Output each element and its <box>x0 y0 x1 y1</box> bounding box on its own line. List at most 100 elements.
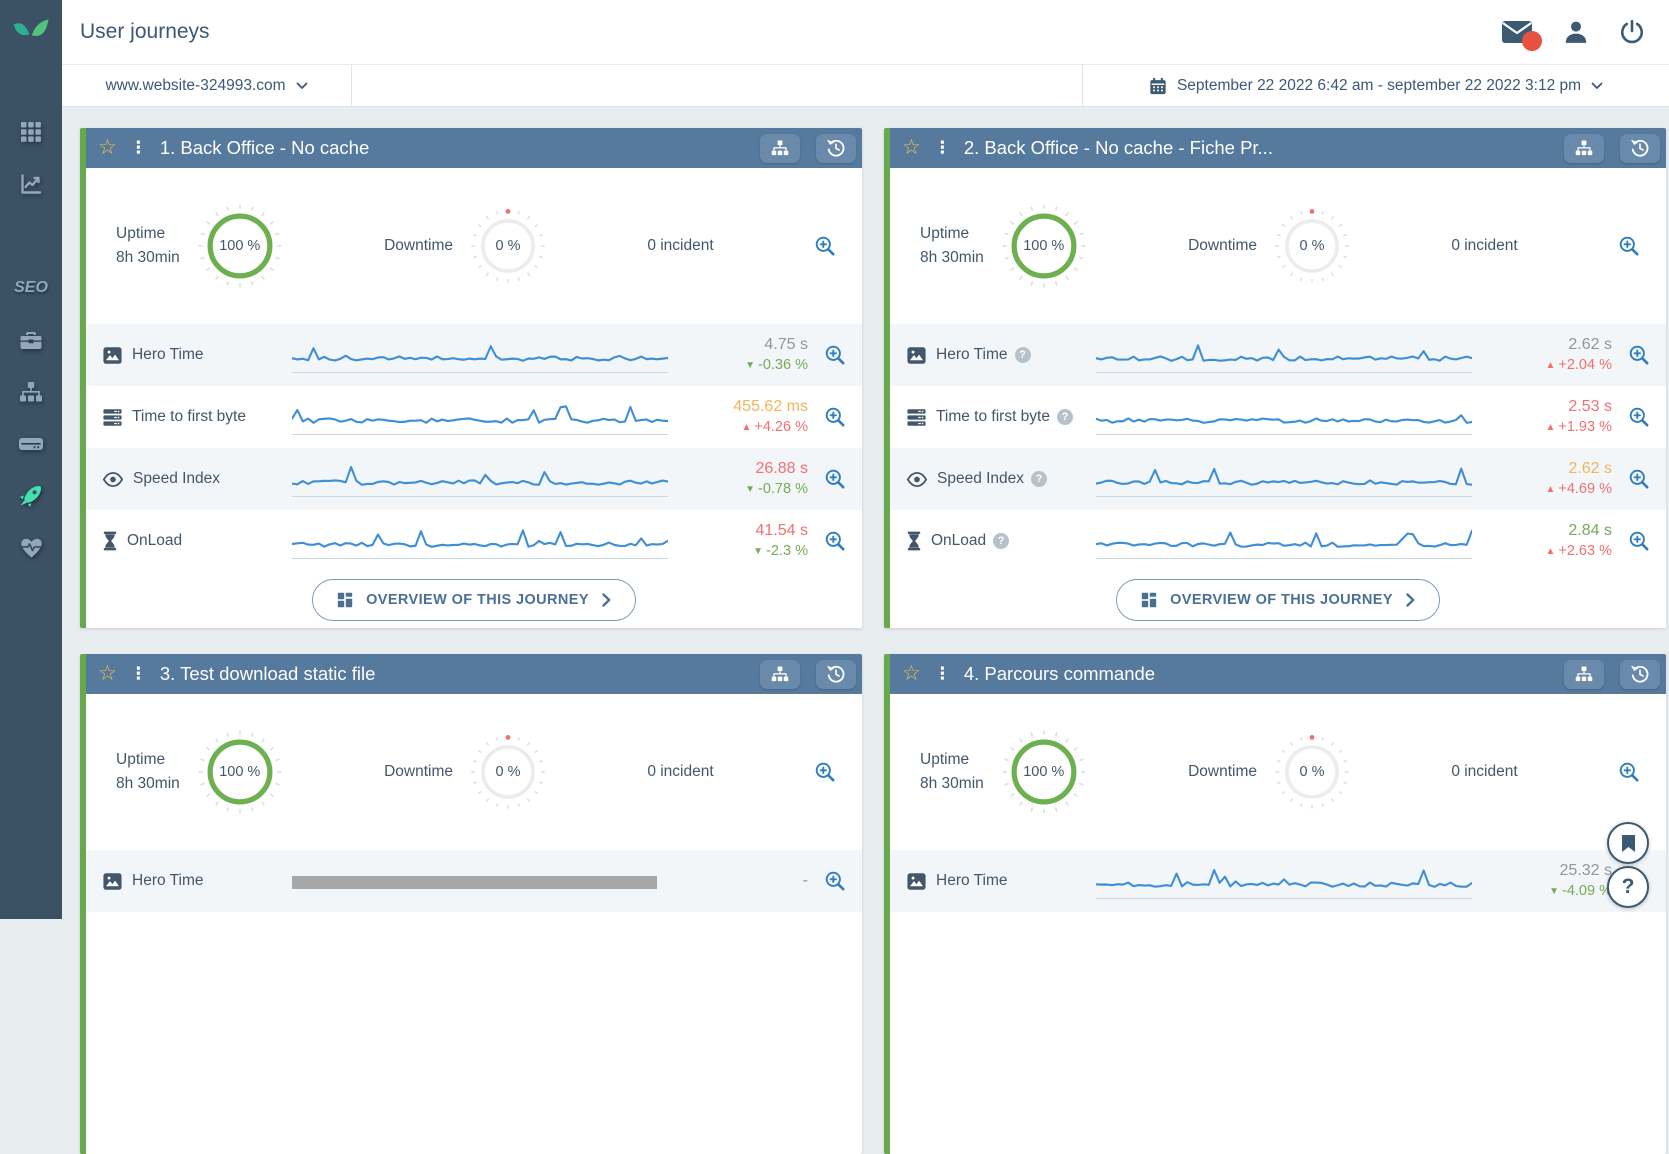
website-selector[interactable]: www.website-324993.com <box>62 65 352 106</box>
metric-label: OnLoad ? <box>906 531 1096 551</box>
kebab-menu-icon[interactable]: ⋮ <box>129 664 147 683</box>
journey-card: ☆ ⋮ 2. Back Office - No cache - Fiche Pr… <box>884 128 1666 628</box>
downtime-block: Downtime 0 % <box>1188 733 1351 811</box>
journey-history-button[interactable] <box>816 659 856 689</box>
metric-name: Hero Time <box>132 346 204 363</box>
journey-history-button[interactable] <box>1620 659 1660 689</box>
zoom-in-icon[interactable] <box>1618 235 1640 257</box>
metric-row: Hero Time ? 2.62 s ▲ +2.04 % <box>890 324 1666 386</box>
journey-history-button[interactable] <box>1620 133 1660 163</box>
help-tooltip-icon[interactable]: ? <box>1014 347 1031 363</box>
sidebar-item-health[interactable] <box>0 522 62 574</box>
help-tooltip-icon[interactable]: ? <box>1056 409 1073 425</box>
metric-delta: ▲ +2.63 % <box>1480 543 1612 560</box>
zoom-in-icon[interactable] <box>1628 406 1650 428</box>
zoom-in-icon[interactable] <box>1628 468 1650 490</box>
rocket-icon <box>20 486 41 507</box>
metric-label: Speed Index <box>102 470 292 488</box>
downtime-block: Downtime 0 % <box>384 733 547 811</box>
kebab-menu-icon[interactable]: ⋮ <box>129 138 147 157</box>
help-button[interactable]: ? <box>1607 866 1649 908</box>
zoom-in-icon[interactable] <box>814 761 836 783</box>
uptime-gauge: 100 % <box>196 728 284 816</box>
sidebar-item-pages[interactable] <box>0 366 62 418</box>
uptime-gauge: 100 % <box>196 202 284 290</box>
sidebar-item-seo[interactable]: SEO <box>0 262 62 314</box>
zoom-in-icon[interactable] <box>824 406 846 428</box>
metric-value-block: 41.54 s ▼ -2.3 % <box>676 521 808 561</box>
power-icon <box>1620 19 1644 44</box>
app-logo[interactable] <box>0 0 62 64</box>
zoom-in-icon[interactable] <box>824 344 846 366</box>
metric-delta: ▼ -0.78 % <box>676 481 808 498</box>
metric-name: Time to first byte <box>132 408 246 425</box>
date-range-selector[interactable]: September 22 2022 6:42 am - september 22… <box>1082 65 1669 106</box>
journey-steps-button[interactable] <box>1564 659 1604 689</box>
image-icon <box>102 346 123 365</box>
metric-value: 2.62 s <box>1568 336 1612 354</box>
kebab-menu-icon[interactable]: ⋮ <box>933 664 951 683</box>
availability-summary: Uptime 8h 30min 100 % Downtime 0 % 0 inc… <box>86 694 862 850</box>
zoom-in-icon[interactable] <box>824 870 846 892</box>
logout-button[interactable] <box>1619 19 1645 45</box>
metric-delta: ▲ +4.69 % <box>1480 481 1612 498</box>
chevron-right-icon <box>602 593 611 607</box>
uptime-gauge: 100 % <box>1000 728 1088 816</box>
zoom-in-icon[interactable] <box>1618 761 1640 783</box>
favorite-star-icon[interactable]: ☆ <box>98 661 117 685</box>
downtime-label: Downtime <box>384 762 453 780</box>
overview-of-this-journey-button[interactable]: OVERVIEW OF THIS JOURNEY <box>312 579 636 621</box>
help-button-label: ? <box>1621 875 1635 898</box>
favorite-star-icon[interactable]: ☆ <box>902 135 921 159</box>
downtime-label: Downtime <box>384 236 453 254</box>
metric-value: 4.75 s <box>764 336 808 354</box>
journey-card-body: Uptime 8h 30min 100 % Downtime 0 % 0 inc… <box>890 694 1666 912</box>
metric-value-block: 4.75 s ▼ -0.36 % <box>676 335 808 375</box>
sidebar-item-tools[interactable] <box>0 314 62 366</box>
delta-arrow-icon: ▲ <box>1545 484 1556 496</box>
bookmark-button[interactable] <box>1607 822 1649 864</box>
sidebar-item-analytics[interactable] <box>0 158 62 210</box>
journey-card: ☆ ⋮ 1. Back Office - No cache <box>80 128 862 628</box>
zoom-in-icon[interactable] <box>814 235 836 257</box>
sidebar-item-dashboard[interactable] <box>0 106 62 158</box>
help-tooltip-icon[interactable]: ? <box>993 533 1010 549</box>
account-button[interactable] <box>1563 19 1589 45</box>
journey-steps-button[interactable] <box>760 659 800 689</box>
journey-steps-button[interactable] <box>760 133 800 163</box>
downtime-gauge: 0 % <box>469 733 547 811</box>
incident-count: 0 incident <box>647 763 714 780</box>
metric-value-block: 2.62 s ▲ +4.69 % <box>1480 459 1612 499</box>
journey-card-header: ☆ ⋮ 2. Back Office - No cache - Fiche Pr… <box>890 128 1666 168</box>
metric-sparkline <box>1096 461 1472 497</box>
heartbeat-icon <box>20 538 42 558</box>
favorite-star-icon[interactable]: ☆ <box>902 661 921 685</box>
leaf-logo-icon <box>13 19 49 37</box>
kebab-menu-icon[interactable]: ⋮ <box>933 138 951 157</box>
sidebar-item-server[interactable] <box>0 418 62 470</box>
zoom-in-icon[interactable] <box>824 468 846 490</box>
journey-history-button[interactable] <box>816 133 856 163</box>
journey-steps-button[interactable] <box>1564 133 1604 163</box>
metric-label: Hero Time ? <box>906 346 1096 365</box>
zoom-in-icon[interactable] <box>1628 344 1650 366</box>
page-title: User journeys <box>80 20 210 43</box>
favorite-star-icon[interactable]: ☆ <box>98 135 117 159</box>
history-icon <box>827 665 845 683</box>
uptime-value: 100 % <box>1023 764 1065 780</box>
toolbar-spacer <box>352 65 1082 106</box>
zoom-in-icon[interactable] <box>1628 530 1650 552</box>
metric-delta: ▼ -4.09 % <box>1480 883 1612 900</box>
overview-of-this-journey-button[interactable]: OVERVIEW OF THIS JOURNEY <box>1116 579 1440 621</box>
sidebar-item-user-journeys[interactable] <box>0 470 62 522</box>
notification-badge <box>1522 31 1542 51</box>
journey-card-body: Uptime 8h 30min 100 % Downtime 0 % 0 inc… <box>890 168 1666 628</box>
uptime-block: Uptime 8h 30min 100 % <box>116 728 284 816</box>
help-tooltip-icon[interactable]: ? <box>1031 471 1048 487</box>
metric-label: OnLoad <box>102 531 292 551</box>
zoom-in-icon[interactable] <box>824 530 846 552</box>
hourglass-icon <box>102 531 118 551</box>
metrics-list: Hero Time 4.75 s ▼ -0.36 % Time to first … <box>86 324 862 572</box>
notifications-button[interactable] <box>1501 20 1542 51</box>
chevron-right-icon <box>1406 593 1415 607</box>
